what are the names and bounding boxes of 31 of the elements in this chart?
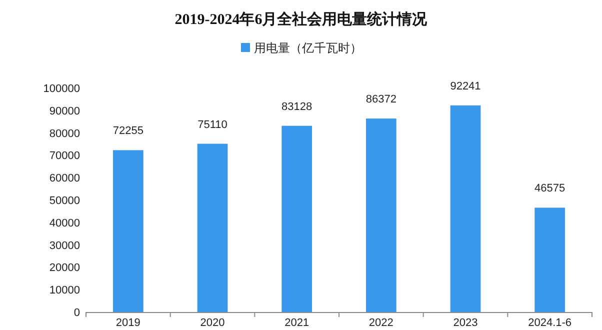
data-label: 75110	[198, 118, 228, 131]
data-label: 72255	[112, 125, 144, 138]
x-tick-label: 2020	[200, 317, 225, 329]
y-tick-label: 100000	[43, 83, 80, 95]
y-tick-label: 30000	[49, 240, 80, 252]
data-label: 86372	[366, 94, 396, 106]
x-tick-label: 2019	[116, 317, 140, 329]
chart-title: 2019-2024年6月全社会用电量统计情况	[174, 11, 428, 28]
legend-label: 用电量（亿千瓦时）	[254, 41, 362, 55]
bar	[112, 150, 144, 312]
bar	[282, 126, 312, 312]
y-tick-label: 40000	[49, 217, 80, 230]
y-tick-label: 10000	[49, 284, 80, 297]
x-tick-label: 2023	[453, 317, 478, 329]
data-label: 46575	[534, 182, 566, 195]
y-tick-label: 50000	[49, 195, 80, 207]
bar	[197, 144, 228, 312]
y-tick-label: 20000	[49, 262, 80, 274]
y-tick-label: 90000	[49, 105, 80, 118]
bar	[450, 105, 481, 312]
y-tick-label: 70000	[49, 150, 80, 162]
y-tick-label: 0	[74, 307, 80, 319]
y-tick-label: 80000	[49, 128, 80, 140]
data-label: 83128	[282, 100, 312, 113]
y-tick-label: 60000	[49, 172, 80, 185]
bar	[366, 118, 396, 312]
x-tick-label: 2024.1-6	[528, 317, 572, 329]
x-tick-label: 2022	[368, 317, 394, 329]
data-label: 92241	[450, 80, 481, 92]
x-tick-label: 2021	[284, 317, 310, 329]
bar	[534, 208, 566, 312]
